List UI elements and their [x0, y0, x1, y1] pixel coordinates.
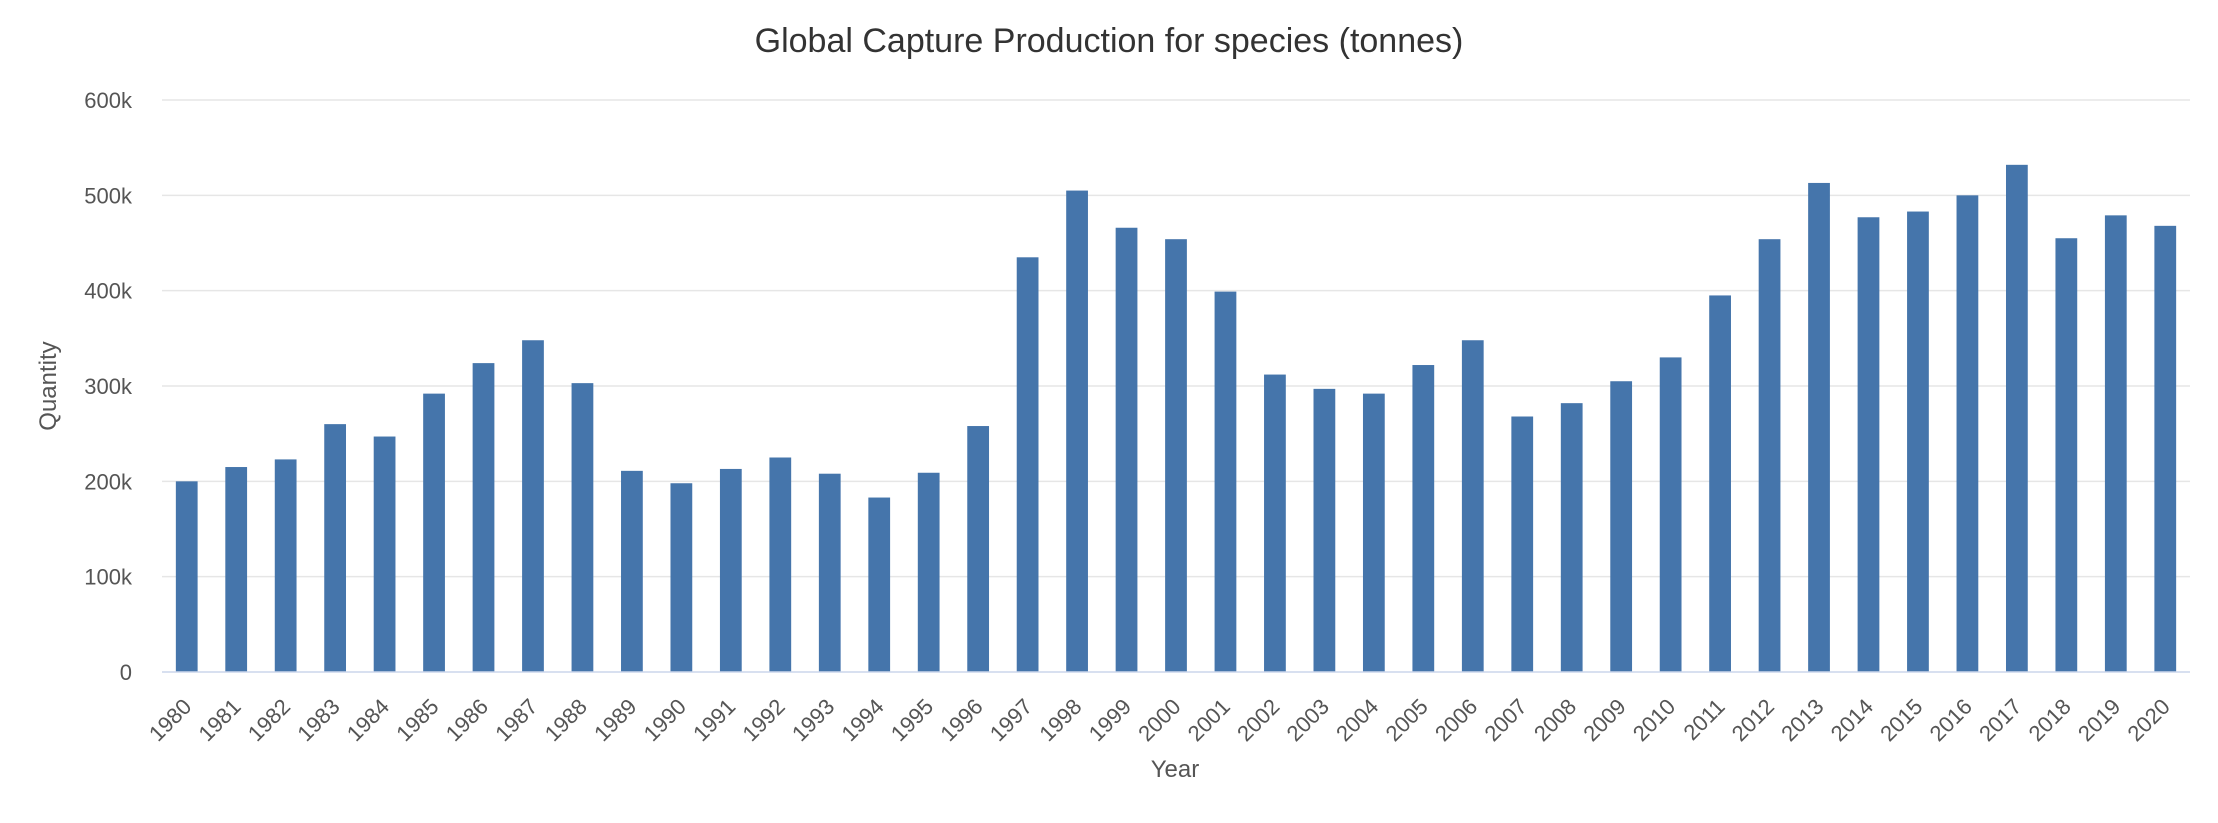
x-tick-label: 2002: [1232, 694, 1284, 746]
y-tick-label: 600k: [84, 88, 133, 113]
x-tick-label: 1980: [144, 694, 196, 746]
bar-2009[interactable]: [1610, 381, 1633, 672]
x-tick-label: 2011: [1679, 694, 1730, 745]
x-tick-label: 2006: [1430, 694, 1482, 746]
x-tick-label: 2009: [1578, 694, 1630, 746]
x-tick-label: 1988: [540, 694, 592, 746]
x-tick-label: 1994: [836, 694, 888, 746]
y-tick-label: 0: [120, 660, 132, 685]
bar-1981[interactable]: [225, 467, 248, 672]
x-tick-label: 2012: [1727, 694, 1779, 746]
y-tick-label: 300k: [84, 374, 133, 399]
x-axis-title: Year: [1151, 756, 1200, 783]
bar-2015[interactable]: [1907, 211, 1929, 673]
bar-2011[interactable]: [1709, 295, 1731, 672]
bar-2010[interactable]: [1659, 357, 1682, 672]
bar-1995[interactable]: [917, 472, 940, 672]
x-tick-label: 1989: [589, 694, 641, 746]
y-tick-label: 200k: [84, 469, 133, 494]
bar-1991[interactable]: [719, 468, 742, 672]
x-tick-label: 2013: [1776, 694, 1828, 746]
bar-1986[interactable]: [472, 363, 495, 672]
bar-1993[interactable]: [818, 473, 841, 672]
bar-1985[interactable]: [423, 393, 445, 672]
x-tick-label: 2017: [1974, 694, 2026, 746]
x-tick-label: 2005: [1381, 694, 1433, 746]
x-tick-label: 1996: [935, 694, 987, 746]
bar-2018[interactable]: [2055, 238, 2078, 672]
bar-2019[interactable]: [2104, 215, 2127, 672]
bar-2013[interactable]: [1808, 182, 1830, 672]
y-tick-label: 500k: [84, 183, 133, 208]
x-tick-label: 2018: [2024, 694, 2076, 746]
x-tick-label: 1990: [639, 694, 691, 746]
x-tick-label: 2000: [1133, 694, 1185, 746]
x-tick-label: 2014: [1826, 694, 1878, 746]
bar-1987[interactable]: [522, 340, 544, 672]
x-axis-ticks: 1980198119821983198419851986198719881989…: [144, 694, 2175, 746]
x-tick-label: 2016: [1925, 694, 1977, 746]
x-tick-label: 1995: [886, 694, 938, 746]
x-tick-label: 1992: [738, 694, 790, 746]
x-tick-label: 1986: [441, 694, 493, 746]
x-tick-label: 2015: [1875, 694, 1927, 746]
bar-2000[interactable]: [1165, 239, 1187, 673]
x-tick-label: 2008: [1529, 694, 1581, 746]
x-tick-label: 2010: [1628, 694, 1680, 746]
x-tick-label: 1997: [985, 694, 1037, 746]
bar-1984[interactable]: [373, 436, 396, 672]
bar-2014[interactable]: [1857, 217, 1880, 672]
x-tick-label: 1998: [1034, 694, 1086, 746]
bar-1980[interactable]: [175, 481, 198, 672]
y-tick-label: 400k: [84, 279, 133, 304]
bar-1994[interactable]: [868, 497, 891, 672]
x-tick-label: 1982: [243, 694, 295, 746]
bar-1999[interactable]: [1115, 227, 1138, 672]
x-tick-label: 2004: [1331, 694, 1383, 746]
x-tick-label: 1993: [787, 694, 839, 746]
bar-1988[interactable]: [571, 383, 594, 672]
x-tick-label: 2003: [1282, 694, 1334, 746]
bar-2020[interactable]: [2154, 225, 2177, 672]
bar-2001[interactable]: [1214, 291, 1237, 672]
x-tick-label: 1987: [490, 694, 542, 746]
y-axis-title: Quantity: [35, 341, 62, 430]
bar-2005[interactable]: [1412, 365, 1435, 672]
x-tick-label: 2019: [2073, 694, 2125, 746]
bars: [175, 164, 2177, 673]
bar-2002[interactable]: [1264, 374, 1286, 672]
bar-2007[interactable]: [1511, 416, 1534, 672]
bar-1997[interactable]: [1016, 257, 1039, 672]
bar-1989[interactable]: [621, 470, 643, 672]
bar-1998[interactable]: [1066, 190, 1088, 673]
bar-1990[interactable]: [670, 483, 693, 672]
chart-title: Global Capture Production for species (t…: [755, 22, 1464, 60]
x-tick-label: 1991: [688, 694, 740, 746]
bar-1992[interactable]: [769, 457, 792, 673]
x-tick-label: 2001: [1183, 694, 1235, 746]
bar-2006[interactable]: [1461, 340, 1484, 672]
bar-2008[interactable]: [1560, 403, 1583, 672]
x-tick-label: 2007: [1479, 694, 1531, 746]
bar-1983[interactable]: [324, 424, 347, 672]
x-tick-label: 1999: [1084, 694, 1136, 746]
bar-1996[interactable]: [967, 426, 990, 672]
y-tick-label: 100k: [84, 565, 133, 590]
bar-2012[interactable]: [1758, 239, 1781, 673]
bar-2004[interactable]: [1362, 393, 1385, 672]
x-tick-label: 1984: [342, 694, 394, 746]
x-tick-label: 2020: [2123, 694, 2175, 746]
bar-2016[interactable]: [1956, 195, 1979, 673]
x-tick-label: 1983: [292, 694, 344, 746]
bar-2017[interactable]: [2005, 164, 2028, 672]
bar-2003[interactable]: [1313, 388, 1336, 672]
y-axis-ticks: 0 100k 200k 300k 400k 500k 600k: [84, 88, 133, 685]
x-tick-label: 1981: [193, 694, 245, 746]
x-tick-label: 1985: [391, 694, 443, 746]
bar-1982[interactable]: [274, 459, 297, 672]
